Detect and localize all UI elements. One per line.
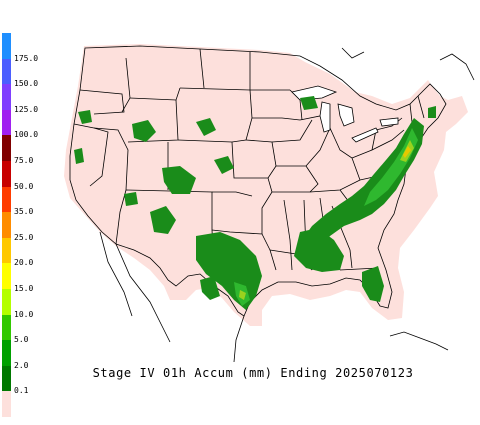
conus-analysis-region	[64, 44, 468, 326]
legend-label: 75.0	[14, 156, 34, 165]
legend-swatch	[2, 109, 11, 136]
legend-swatch	[2, 33, 11, 59]
legend-swatch	[2, 161, 11, 187]
precip-texas-peak	[239, 290, 246, 300]
precip-dakotas	[196, 118, 216, 136]
precip-northeast	[302, 118, 424, 252]
precip-montana	[132, 120, 156, 142]
precip-maine	[428, 106, 436, 118]
legend-label: 175.0	[14, 53, 39, 63]
precip-northeast-max	[403, 146, 411, 158]
precip-florida	[362, 266, 384, 302]
precip-pacific-nw	[78, 110, 92, 124]
legend-label: 10.0	[14, 309, 34, 319]
legend-swatch	[2, 84, 11, 110]
legend-swatch	[2, 237, 11, 264]
legend-swatch	[2, 289, 11, 315]
precip-southeast	[294, 228, 344, 272]
legend-label: 35.0	[14, 207, 34, 217]
map-caption: Stage IV 01h Accum (mm) Ending 202507012…	[92, 366, 414, 380]
precip-new-mexico	[150, 206, 176, 234]
legend-swatch	[2, 365, 11, 392]
legend-swatch	[2, 186, 11, 213]
lake-michigan	[319, 101, 331, 133]
lake-erie	[351, 127, 379, 143]
legend-label: 100.0	[14, 130, 39, 140]
legend-swatch	[2, 212, 11, 238]
analysis-area	[64, 44, 468, 326]
legend-label: 5.0	[14, 335, 29, 345]
legend-swatch	[2, 263, 11, 289]
great-lakes	[291, 85, 399, 143]
precip-mexico-border	[200, 276, 220, 300]
neighbouring-coastlines	[99, 47, 475, 363]
legend-label: 150.0	[14, 79, 39, 89]
precip-upper-midwest	[300, 96, 318, 110]
legend-label: 25.0	[14, 232, 34, 242]
legend-swatch	[2, 391, 11, 417]
legend-label: 2.0	[14, 360, 29, 370]
precip-plains	[214, 156, 234, 174]
legend-swatch	[2, 58, 11, 85]
precip-southwest	[124, 192, 138, 206]
precip-legend: 175.0 150.0 125.0 100.0 75.0 50.0 35.0 25.0 20.0…	[0, 33, 46, 418]
legend-label: 50.0	[14, 181, 34, 191]
precip-northeast-core	[364, 128, 418, 206]
legend-label: 15.0	[14, 284, 34, 293]
legend-swatch	[2, 340, 11, 366]
legend-swatch	[2, 314, 11, 341]
precip-rockies	[162, 166, 196, 194]
legend-swatch	[2, 135, 11, 161]
lake-huron	[337, 103, 355, 127]
precip-california	[74, 148, 84, 164]
legend-label: 0.1	[14, 386, 29, 396]
lake-superior	[291, 85, 338, 101]
precip-areas	[74, 96, 436, 310]
legend-label: 125.0	[14, 104, 39, 114]
lake-ontario	[379, 117, 399, 127]
legend-label: 20.0	[14, 258, 34, 268]
